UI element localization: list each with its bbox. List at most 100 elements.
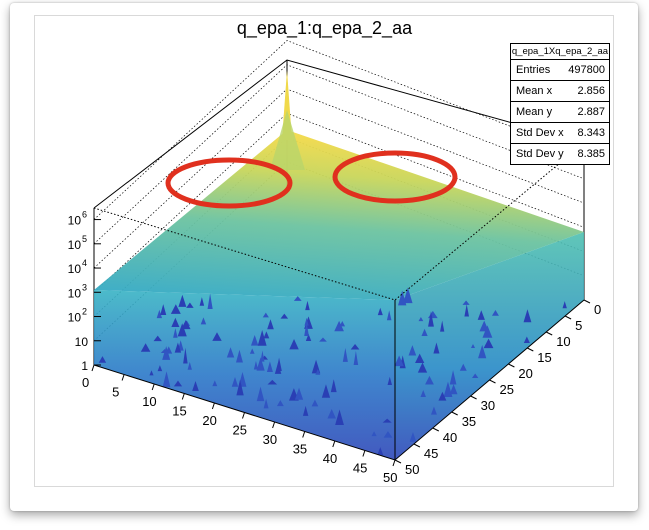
floor-spike bbox=[253, 360, 259, 370]
floor-spike bbox=[409, 432, 417, 442]
floor-spike bbox=[383, 431, 393, 438]
floor-spike bbox=[305, 333, 312, 342]
floor-spike bbox=[350, 344, 360, 350]
x-tick-mark bbox=[121, 374, 125, 381]
floor-spike bbox=[149, 370, 154, 376]
floor-spike bbox=[483, 338, 494, 349]
floor-spike bbox=[280, 313, 289, 319]
floor-spike bbox=[177, 323, 187, 337]
y-tick-label: 0 bbox=[594, 302, 601, 317]
y-tick-mark bbox=[508, 363, 515, 368]
floor-spike bbox=[160, 304, 167, 316]
floor-spike bbox=[200, 317, 207, 325]
stats-row: Mean y 2.887 bbox=[511, 102, 609, 123]
floor-spike bbox=[181, 320, 191, 330]
stats-label: Std Dev y bbox=[516, 148, 564, 160]
floor-spike bbox=[438, 391, 447, 401]
y-tick-label: 5 bbox=[575, 318, 582, 333]
x-tick-label: 15 bbox=[172, 404, 186, 419]
floor-spike bbox=[311, 399, 319, 407]
z-grid-line bbox=[93, 40, 585, 220]
floor-spike bbox=[226, 347, 235, 358]
floor-spike bbox=[156, 309, 163, 319]
floor-spike bbox=[371, 431, 377, 437]
floor-spike bbox=[153, 335, 162, 342]
stats-label: Std Dev x bbox=[516, 127, 564, 139]
floor-spike bbox=[523, 336, 530, 343]
z-tick-label: 10 bbox=[68, 214, 82, 228]
floor-spike bbox=[449, 370, 457, 385]
floor-spike bbox=[266, 361, 273, 372]
floor-spike bbox=[170, 304, 181, 314]
y-tick-label: 50 bbox=[405, 462, 419, 477]
x-tick-mark bbox=[91, 364, 95, 372]
floor-spike bbox=[523, 309, 532, 323]
floor-spike bbox=[157, 365, 163, 372]
floor-spike bbox=[408, 345, 417, 356]
floor-spike bbox=[263, 331, 270, 339]
floor-spike bbox=[294, 387, 304, 400]
plot-title: q_epa_1:q_epa_2_aa bbox=[236, 18, 413, 38]
floor-spike bbox=[387, 376, 393, 385]
z-tick-label: 1 bbox=[81, 359, 88, 373]
x-tick-mark bbox=[272, 421, 276, 429]
floor-spike bbox=[293, 296, 302, 301]
y-tick-label: 10 bbox=[556, 334, 570, 349]
floor-spike bbox=[173, 328, 178, 338]
floor-spike bbox=[250, 335, 259, 346]
floor-spike bbox=[491, 310, 499, 316]
stats-row: Std Dev y 8.385 bbox=[511, 144, 609, 164]
sparse-bins bbox=[98, 287, 567, 455]
y-tick-mark bbox=[545, 331, 553, 336]
z-tick-exponent: 5 bbox=[82, 234, 87, 244]
floor-spike bbox=[431, 406, 437, 415]
y-tick-mark bbox=[394, 459, 402, 464]
z-tick-label: 10 bbox=[75, 335, 89, 349]
floor-spike bbox=[386, 310, 392, 321]
x-tick-label: 30 bbox=[263, 432, 277, 447]
y-tick-mark bbox=[489, 379, 496, 384]
floor-spike bbox=[440, 320, 445, 332]
floor-spike bbox=[477, 310, 485, 320]
stats-row: Std Dev x 8.343 bbox=[511, 123, 609, 144]
floor-spike bbox=[199, 297, 205, 306]
stats-label: Mean x bbox=[516, 85, 553, 97]
x-tick-mark bbox=[332, 440, 336, 448]
floor-spike bbox=[235, 349, 243, 363]
x-tick-mark bbox=[242, 412, 245, 419]
z-tick-exponent: 3 bbox=[82, 282, 87, 292]
floor-spike bbox=[418, 316, 424, 322]
floor-spike bbox=[425, 375, 434, 385]
floor-spike bbox=[262, 312, 269, 318]
y-tick-mark bbox=[432, 427, 440, 432]
stats-value: 2.856 bbox=[577, 85, 605, 97]
stats-box: q_epa_1Xq_epa_2_aa Entries 497800 Mean x 2.… bbox=[510, 43, 610, 165]
z-tick-label: 10 bbox=[68, 311, 82, 325]
z-tick-label: 10 bbox=[68, 262, 82, 276]
floor-spike bbox=[276, 400, 284, 407]
floor-spike bbox=[315, 368, 321, 375]
stats-value: 2.887 bbox=[577, 106, 605, 118]
floor-spike bbox=[171, 317, 180, 327]
y-tick-label: 35 bbox=[462, 414, 476, 429]
y-tick-label: 15 bbox=[537, 350, 551, 365]
y-tick-label: 40 bbox=[443, 430, 457, 445]
floor-spike bbox=[263, 398, 269, 409]
floor-spike bbox=[207, 293, 213, 309]
floor-spike bbox=[305, 300, 310, 311]
y-tick-label: 25 bbox=[500, 382, 514, 397]
y-tick-label: 45 bbox=[424, 446, 438, 461]
floor-spike bbox=[256, 357, 265, 371]
floor-spike bbox=[330, 379, 337, 393]
x-tick-label: 25 bbox=[233, 423, 247, 438]
floor-spike bbox=[257, 329, 267, 346]
floor-spike bbox=[304, 321, 309, 337]
x-tick-mark bbox=[211, 402, 215, 410]
x-tick-label: 20 bbox=[202, 413, 216, 428]
floor-spike bbox=[162, 346, 171, 360]
y-tick-mark bbox=[413, 443, 421, 448]
floor-spike bbox=[192, 381, 199, 391]
z-grid-line bbox=[93, 64, 585, 245]
floor-spike bbox=[428, 311, 434, 327]
floor-spike bbox=[335, 409, 344, 426]
